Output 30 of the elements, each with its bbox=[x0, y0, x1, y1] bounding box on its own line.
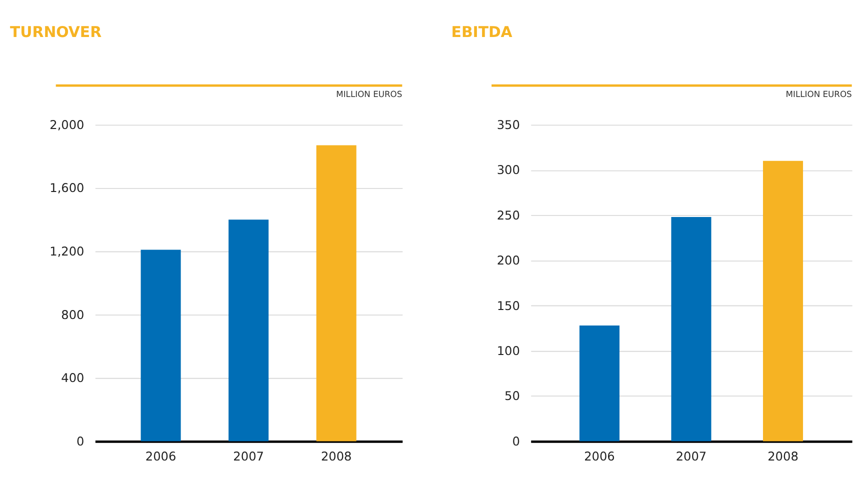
bar bbox=[762, 160, 804, 442]
y-tick-label: 0 bbox=[76, 434, 84, 448]
y-tick-label: 150 bbox=[496, 298, 520, 313]
y-tick-label: 800 bbox=[61, 308, 84, 322]
y-tick-label: 100 bbox=[496, 344, 520, 358]
x-tick-label: 2006 bbox=[584, 449, 615, 464]
y-tick-label: 2,000 bbox=[50, 118, 84, 132]
bar bbox=[228, 220, 269, 442]
x-tick-label: 2008 bbox=[768, 449, 798, 464]
y-tick-label: 0 bbox=[512, 434, 520, 448]
chart-title: EBITDA bbox=[451, 22, 513, 41]
chart-title: TURNOVER bbox=[10, 22, 102, 41]
y-tick-label: 250 bbox=[496, 208, 520, 222]
bar bbox=[316, 145, 356, 442]
chart-subtitle: MILLION EUROS bbox=[336, 88, 402, 99]
bar bbox=[579, 325, 620, 442]
chart-subtitle: MILLION EUROS bbox=[786, 88, 852, 99]
y-tick-label: 1,200 bbox=[50, 244, 84, 258]
x-tick-label: 2006 bbox=[145, 449, 176, 464]
y-tick-label: 300 bbox=[496, 163, 520, 178]
x-tick-label: 2007 bbox=[233, 449, 264, 464]
y-tick-label: 200 bbox=[496, 254, 520, 268]
x-tick-label: 2008 bbox=[320, 449, 352, 464]
y-tick-label: 400 bbox=[61, 371, 84, 386]
bar bbox=[140, 250, 181, 442]
y-tick-label: 350 bbox=[496, 118, 520, 132]
y-tick-label: 50 bbox=[504, 389, 520, 404]
bar bbox=[671, 216, 712, 442]
y-tick-label: 1,600 bbox=[50, 181, 84, 196]
x-tick-label: 2007 bbox=[676, 449, 707, 464]
